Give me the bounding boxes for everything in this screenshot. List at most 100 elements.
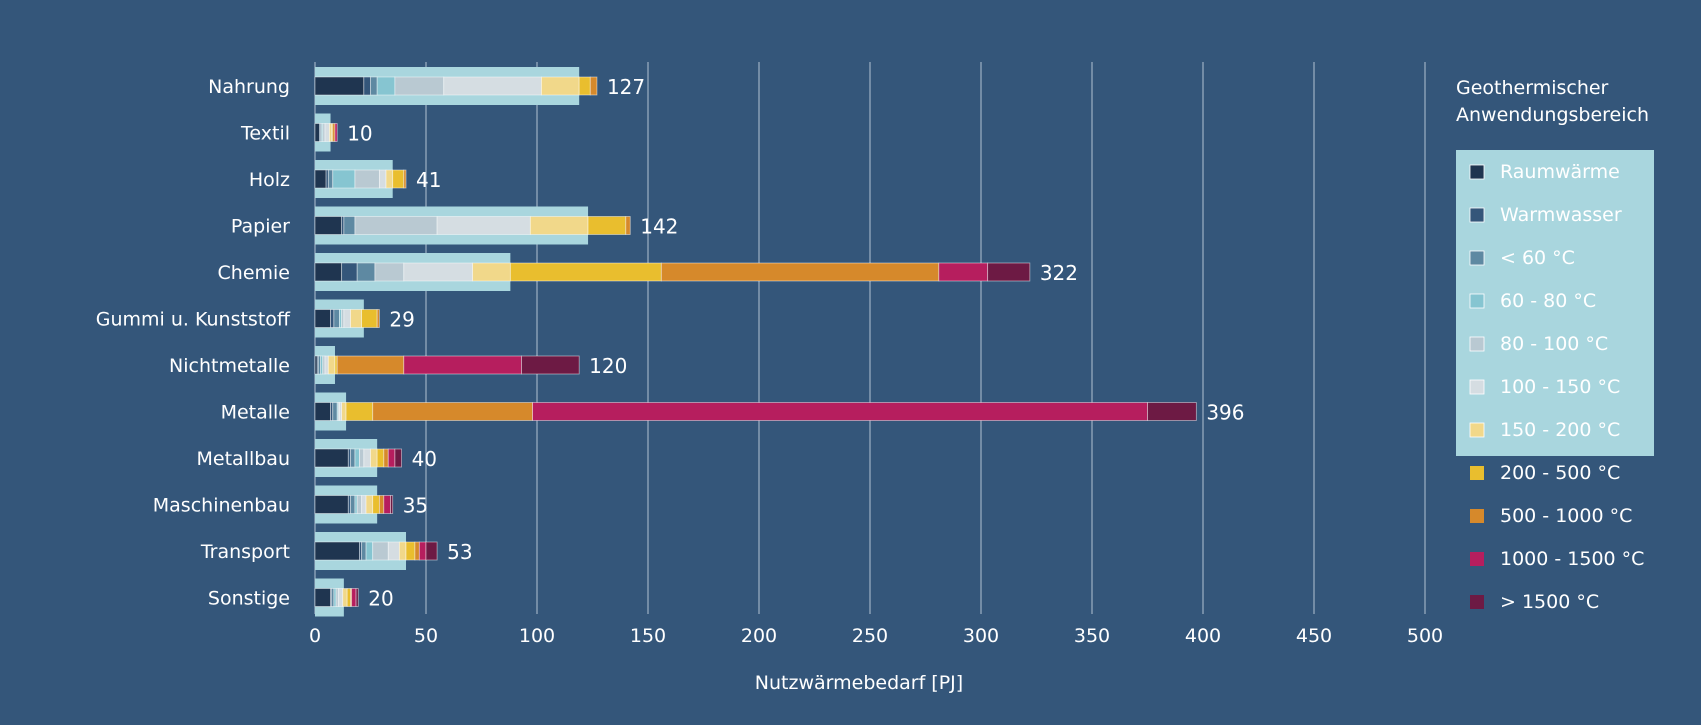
bar-segment-metallbau-500-1000-c bbox=[383, 448, 389, 468]
legend-geothermal-box bbox=[1456, 150, 1654, 456]
bar-segment-nichtmetalle-500-1000-c bbox=[336, 355, 405, 375]
legend-swatch-60-c bbox=[1469, 250, 1485, 266]
legend-label-60-c: < 60 °C bbox=[1500, 247, 1575, 269]
x-tick-label-250: 250 bbox=[852, 625, 888, 647]
bar-segment-transport-raumw-rme bbox=[314, 541, 360, 561]
bar-segment-holz-200-500-c bbox=[392, 169, 405, 189]
bar-segment-gummi-u-kunststoff-200-500-c bbox=[361, 309, 378, 328]
bar-segment-transport-1500-c bbox=[425, 541, 438, 561]
legend-title-line-2: Anwendungsbereich bbox=[1456, 104, 1649, 126]
x-tick-label-200: 200 bbox=[741, 625, 777, 647]
legend-label-warmwasser: Warmwasser bbox=[1500, 204, 1622, 226]
bar-segment-sonstige-150-200-c bbox=[342, 588, 348, 607]
bar-segment-gummi-u-kunststoff-150-200-c bbox=[350, 309, 363, 328]
bar-segment-textil-raumw-rme bbox=[314, 123, 320, 142]
geothermal-band-layer bbox=[315, 67, 589, 617]
bar-segment-sonstige-1500-c bbox=[355, 588, 359, 607]
category-label-nichtmetalle: Nichtmetalle bbox=[169, 355, 290, 377]
bar-segment-gummi-u-kunststoff-60-c bbox=[333, 309, 340, 328]
bar-segment-transport-200-500-c bbox=[405, 541, 416, 561]
bar-segment-maschinenbau-1000-1500-c bbox=[383, 495, 391, 514]
bar-segment-maschinenbau-60-c bbox=[350, 495, 356, 514]
legend-swatch-1500-c bbox=[1470, 595, 1484, 609]
bar-segment-maschinenbau-1500-c bbox=[390, 495, 394, 514]
x-tick-label-450: 450 bbox=[1296, 625, 1332, 647]
x-axis-title: Nutzwärmebedarf [PJ] bbox=[755, 672, 963, 694]
legend-label-raumw-rme: Raumwärme bbox=[1500, 161, 1620, 183]
total-label-holz: 41 bbox=[416, 168, 441, 192]
bar-segment-transport-100-150-c bbox=[387, 541, 400, 561]
bar-layer bbox=[314, 76, 1197, 607]
bar-segment-sonstige-100-150-c bbox=[337, 588, 344, 607]
bar-segment-nichtmetalle-100-150-c bbox=[324, 355, 329, 375]
category-label-papier: Papier bbox=[231, 216, 290, 238]
bar-segment-metallbau-100-150-c bbox=[363, 448, 371, 468]
category-label-gummi-u-kunststoff: Gummi u. Kunststoff bbox=[96, 309, 291, 331]
x-tick-label-0: 0 bbox=[309, 625, 321, 647]
total-label-metallbau: 40 bbox=[412, 447, 437, 471]
bar-segment-nahrung-100-150-c bbox=[443, 76, 542, 96]
x-tick-label-50: 50 bbox=[414, 625, 438, 647]
bar-segment-nahrung-80-100-c bbox=[394, 76, 445, 96]
bar-segment-maschinenbau-150-200-c bbox=[365, 495, 374, 514]
bar-segment-transport-60-c bbox=[361, 541, 367, 561]
bar-segment-transport-80-100-c bbox=[372, 541, 389, 561]
bar-segment-papier-raumw-rme bbox=[314, 216, 343, 235]
bar-segment-metalle-500-1000-c bbox=[372, 402, 533, 421]
bar-segment-papier-80-100-c bbox=[354, 216, 438, 235]
category-label-maschinenbau: Maschinenbau bbox=[153, 495, 290, 517]
bar-segment-chemie-1000-1500-c bbox=[938, 262, 989, 282]
legend-label-150-200-c: 150 - 200 °C bbox=[1500, 419, 1620, 441]
total-label-nahrung: 127 bbox=[607, 75, 645, 99]
bar-segment-holz-raumw-rme bbox=[314, 169, 327, 189]
bar-segment-transport-500-1000-c bbox=[414, 541, 420, 561]
bar-segment-maschinenbau-raumw-rme bbox=[314, 495, 349, 514]
bar-segment-sonstige-raumw-rme bbox=[314, 588, 331, 607]
category-label-nahrung: Nahrung bbox=[208, 76, 290, 98]
bar-segment-chemie-100-150-c bbox=[403, 262, 474, 282]
total-label-nichtmetalle: 120 bbox=[589, 354, 627, 378]
bar-segment-metallbau-80-100-c bbox=[358, 448, 365, 468]
bar-segment-textil-100-150-c bbox=[324, 123, 330, 142]
bar-segment-nahrung-500-1000-c bbox=[589, 76, 598, 96]
bar-segment-metallbau-raumw-rme bbox=[314, 448, 349, 468]
x-tick-label-500: 500 bbox=[1407, 625, 1443, 647]
bar-segment-nahrung-200-500-c bbox=[578, 76, 591, 96]
bar-segment-metalle-150-200-c bbox=[341, 402, 347, 421]
bar-segment-papier-200-500-c bbox=[587, 216, 627, 235]
legend-label-500-1000-c: 500 - 1000 °C bbox=[1500, 505, 1632, 527]
bar-segment-metallbau-60-80-c bbox=[354, 448, 360, 468]
bar-segment-metallbau-150-200-c bbox=[370, 448, 378, 468]
bar-segment-chemie-60-c bbox=[356, 262, 376, 282]
total-label-papier: 142 bbox=[640, 215, 678, 239]
bar-segment-nichtmetalle-1000-1500-c bbox=[403, 355, 522, 375]
bar-segment-chemie-200-500-c bbox=[509, 262, 662, 282]
x-tick-label-350: 350 bbox=[1074, 625, 1110, 647]
bar-segment-papier-60-c bbox=[343, 216, 356, 235]
bar-segment-transport-60-80-c bbox=[365, 541, 374, 561]
bar-segment-transport-150-200-c bbox=[398, 541, 407, 561]
bar-segment-holz-80-100-c bbox=[354, 169, 380, 189]
bar-segment-textil-1000-1500-c bbox=[334, 123, 338, 142]
bar-segment-sonstige-1000-1500-c bbox=[351, 588, 357, 607]
bar-segment-maschinenbau-80-100-c bbox=[356, 495, 363, 514]
bar-segment-maschinenbau-500-1000-c bbox=[378, 495, 385, 514]
legend-title-line-1: Geothermischer bbox=[1456, 77, 1609, 99]
legend-label-1500-c: > 1500 °C bbox=[1500, 591, 1599, 613]
bar-segment-nichtmetalle-1500-c bbox=[521, 355, 580, 375]
bar-segment-nahrung-warmwasser bbox=[363, 76, 371, 96]
legend-swatch-1000-1500-c bbox=[1470, 552, 1484, 566]
bar-segment-gummi-u-kunststoff-500-1000-c bbox=[376, 309, 380, 328]
legend-label-1000-1500-c: 1000 - 1500 °C bbox=[1500, 548, 1644, 570]
axis-layer: Nutzwärmebedarf [PJ] 0 50 100 150 200 250 300 3… bbox=[309, 625, 1443, 694]
bar-segment-gummi-u-kunststoff-raumw-rme bbox=[314, 309, 331, 328]
bar-segment-holz-60-80-c bbox=[332, 169, 356, 189]
category-label-transport: Transport bbox=[200, 541, 290, 563]
legend-swatch-raumw-rme bbox=[1469, 164, 1485, 180]
x-tick-label-400: 400 bbox=[1185, 625, 1221, 647]
legend-label-60-80-c: 60 - 80 °C bbox=[1500, 290, 1596, 312]
bar-segment-metallbau-60-c bbox=[350, 448, 356, 468]
bar-segment-chemie-warmwasser bbox=[341, 262, 358, 282]
legend: Geothermischer Anwendungsbereich Raumwär… bbox=[1456, 77, 1654, 613]
